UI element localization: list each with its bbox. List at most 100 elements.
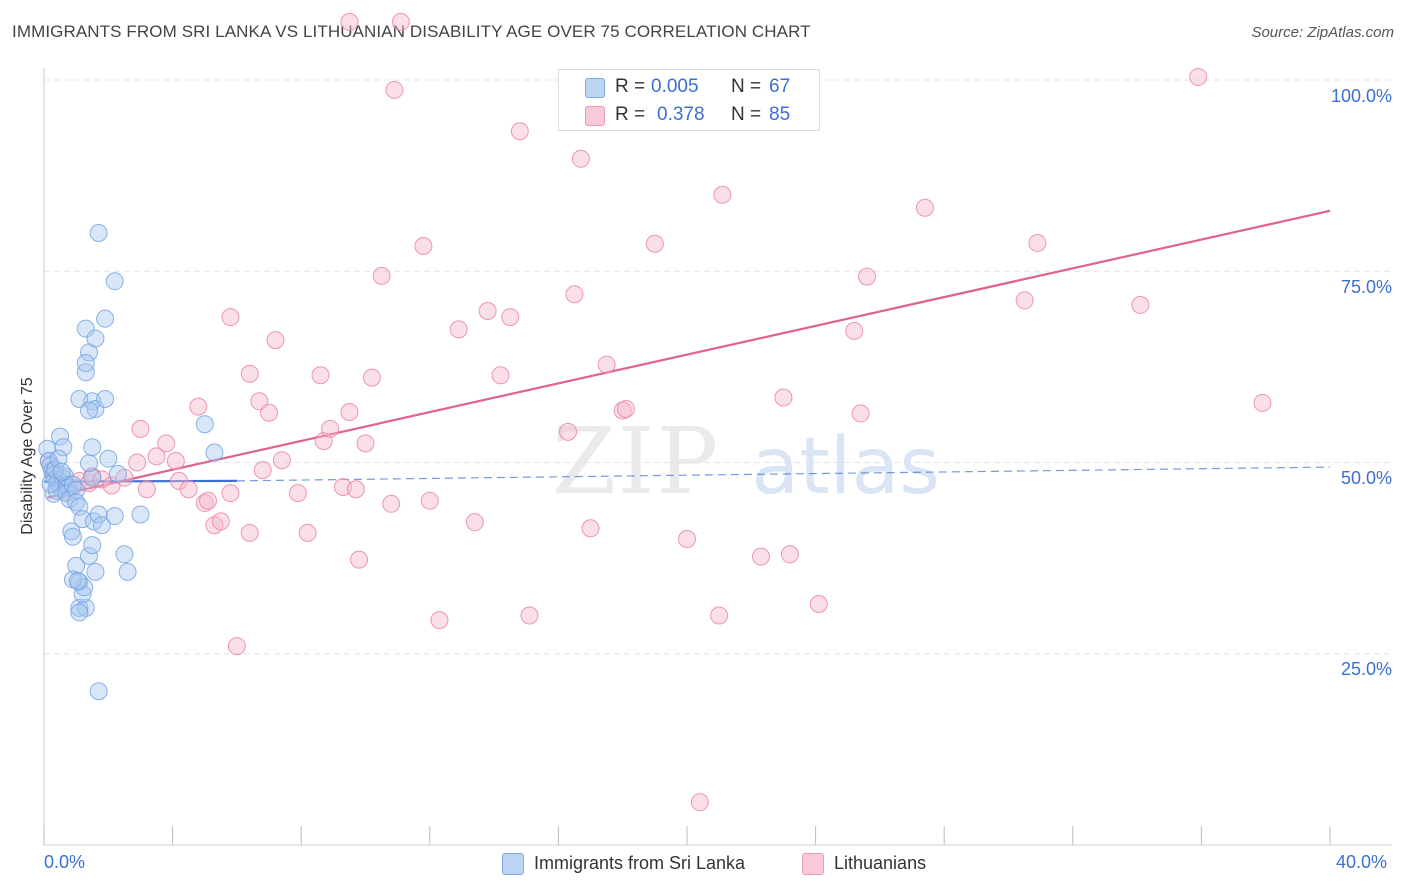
data-point (340, 403, 359, 422)
data-point (54, 438, 73, 457)
legend-label: Lithuanians (834, 853, 927, 873)
data-point (382, 494, 401, 513)
data-point (372, 266, 391, 285)
data-point (80, 454, 99, 473)
data-point (350, 550, 369, 569)
data-point (189, 397, 208, 416)
data-point (645, 234, 664, 253)
data-point (288, 484, 307, 503)
data-point (83, 468, 102, 487)
data-point (198, 491, 217, 510)
data-point (221, 308, 240, 327)
data-point (52, 462, 71, 481)
data-point (44, 484, 63, 503)
legend-r-value: 0.378 (657, 104, 705, 125)
data-point (559, 422, 578, 441)
data-point (1189, 67, 1208, 86)
data-point (690, 793, 709, 812)
data-point (1131, 295, 1150, 314)
data-point (96, 390, 115, 409)
data-point (157, 434, 176, 453)
data-point (76, 319, 95, 338)
watermark-zip: ZIP (552, 408, 721, 515)
data-point (137, 480, 156, 499)
data-point (41, 474, 60, 493)
data-point (96, 309, 115, 328)
data-point (751, 547, 770, 566)
legend-swatch (802, 853, 824, 875)
data-point (272, 451, 291, 470)
data-point (63, 475, 82, 494)
data-point (1253, 393, 1272, 412)
data-point (266, 331, 285, 350)
data-point (70, 390, 89, 409)
data-point (678, 530, 696, 548)
data-point (311, 366, 330, 385)
data-point (70, 598, 89, 617)
data-point (166, 451, 185, 470)
data-point (131, 419, 150, 438)
legend-label: Immigrants from Sri Lanka (534, 853, 746, 873)
data-point (76, 363, 95, 382)
data-point (86, 329, 105, 348)
data-point (809, 595, 828, 614)
y-tick-label: 75.0% (1340, 277, 1392, 297)
data-point (340, 12, 359, 31)
data-point (227, 637, 246, 656)
data-point (80, 401, 99, 420)
data-point (86, 562, 105, 581)
data-point (915, 198, 934, 217)
legend-r-label: R = (615, 104, 646, 125)
legend-swatch (502, 853, 524, 875)
data-point (613, 401, 632, 420)
axes (43, 68, 1392, 846)
trend-lines (43, 209, 1331, 499)
data-point (571, 149, 590, 168)
data-point (147, 447, 166, 466)
data-point (195, 415, 214, 434)
data-point (465, 513, 484, 532)
data-point (211, 512, 230, 531)
data-point (108, 464, 127, 483)
y-tick-label: 25.0% (1340, 659, 1392, 679)
data-point (478, 302, 497, 321)
data-point (80, 546, 99, 565)
watermark: ZIP atlas (552, 408, 940, 515)
data-point (710, 606, 729, 625)
data-point (92, 470, 111, 489)
data-point (1015, 291, 1034, 310)
data-point (362, 368, 381, 387)
data-point (86, 399, 105, 418)
data-point (99, 449, 118, 468)
watermark-atlas: atlas (751, 422, 940, 512)
trend-line (46, 209, 1331, 499)
trend-line-extension (236, 466, 1331, 482)
data-point (851, 404, 870, 423)
data-point (858, 267, 877, 286)
data-point (92, 516, 111, 535)
data-point (845, 321, 864, 340)
data-point (346, 480, 365, 499)
data-point (449, 320, 468, 339)
data-point (179, 480, 198, 499)
data-point (713, 185, 732, 204)
y-axis-label: Disability Age Over 75 (19, 377, 36, 535)
data-point (420, 491, 439, 510)
data-point (565, 285, 584, 304)
data-point (430, 611, 449, 630)
data-point (76, 598, 95, 617)
chart-title: IMMIGRANTS FROM SRI LANKA VS LITHUANIAN … (12, 22, 811, 41)
data-point (63, 527, 82, 546)
data-point (76, 354, 95, 373)
data-point (298, 523, 317, 542)
data-point (205, 443, 224, 462)
data-point (89, 224, 108, 242)
data-point (83, 536, 102, 555)
data-point (51, 427, 70, 446)
data-point (510, 122, 529, 141)
x-tick-label: 0.0% (44, 852, 86, 872)
data-point (774, 388, 793, 407)
legend-swatch (585, 78, 605, 98)
data-point (385, 80, 404, 99)
